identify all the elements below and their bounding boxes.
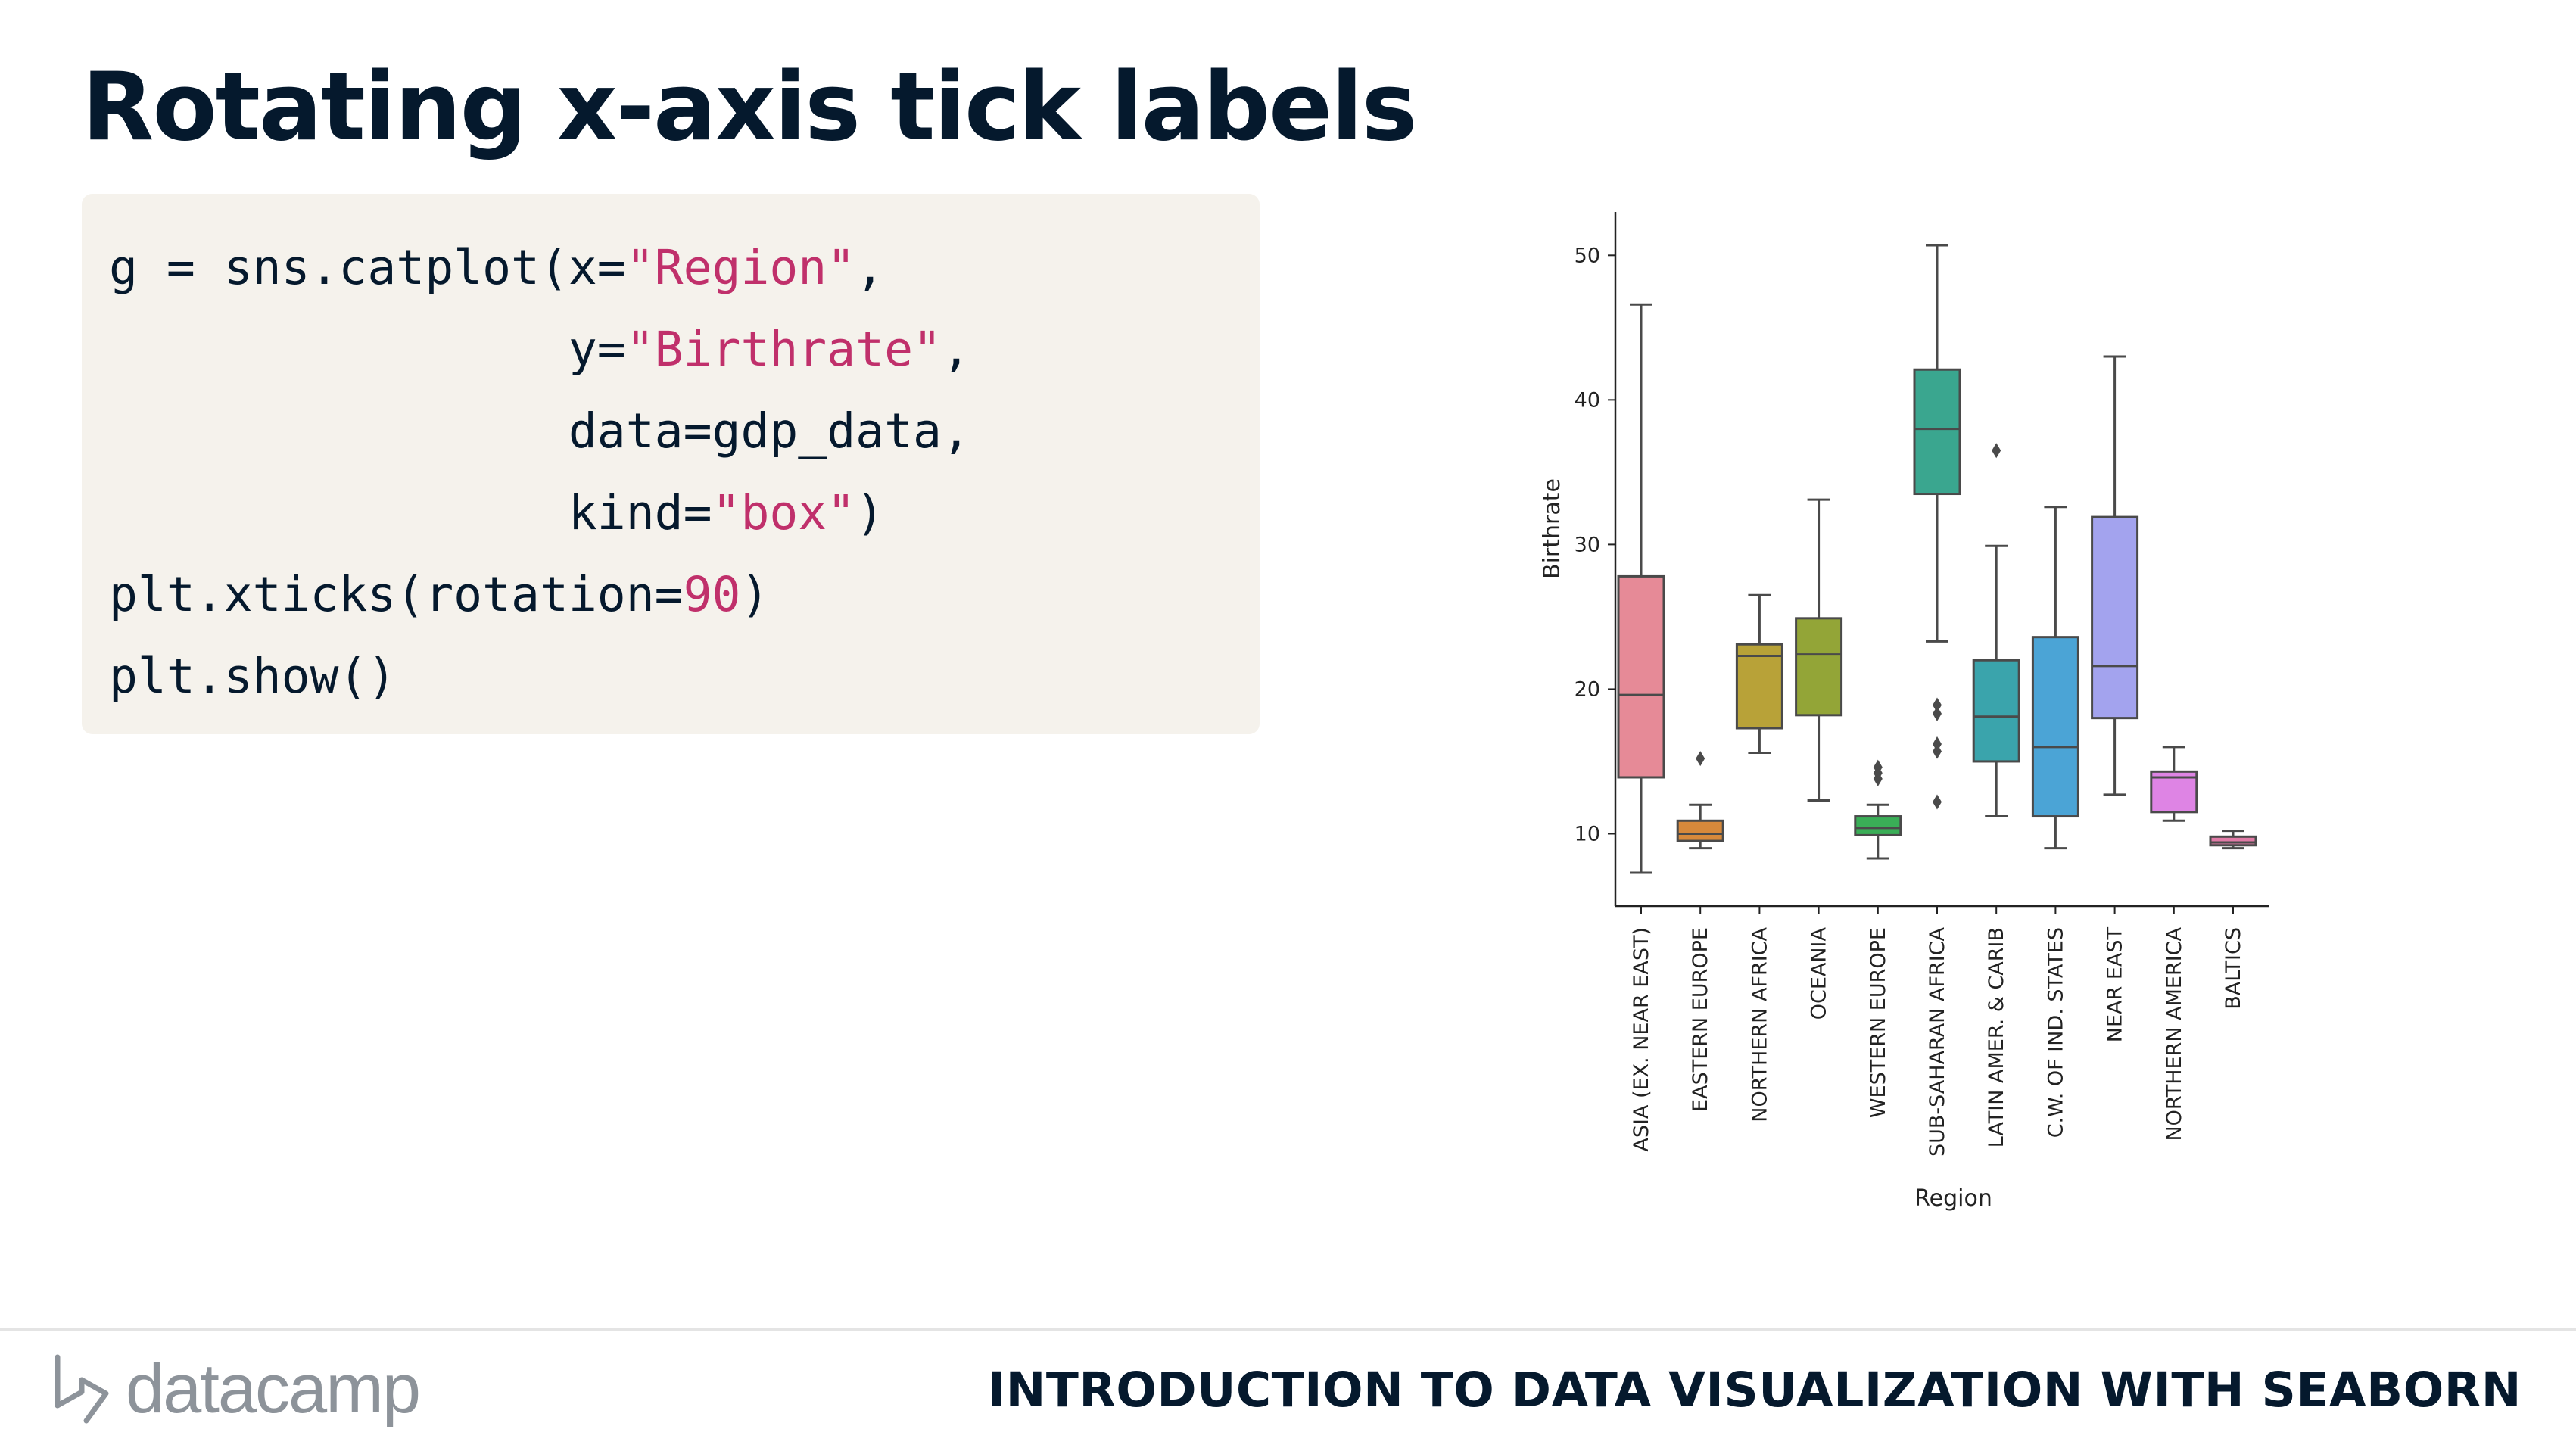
- outlier-point: [1696, 751, 1705, 767]
- x-tick-label: BALTICS: [2222, 927, 2245, 1010]
- x-tick-label: OCEANIA: [1808, 926, 1831, 1020]
- x-tick-label: EASTERN EUROPE: [1689, 927, 1712, 1112]
- y-axis-label: Birthrate: [1539, 478, 1565, 579]
- code-text: data=gdp_data,: [109, 403, 970, 459]
- box-iqr: [1735, 643, 1783, 730]
- code-line: plt.show(): [109, 636, 1260, 718]
- y-tick-label: 20: [1575, 677, 1600, 701]
- outlier-point: [1992, 443, 2001, 459]
- code-string: "Region": [625, 240, 856, 295]
- x-tick-label: SUB-SAHARAN AFRICA: [1926, 926, 1949, 1157]
- outlier-point: [1933, 705, 1942, 721]
- datacamp-logo: datacamp: [51, 1347, 421, 1431]
- code-text: kind=: [109, 485, 712, 540]
- x-tick-label: C.W. OF IND. STATES: [2044, 927, 2067, 1138]
- box-iqr: [1854, 815, 1902, 836]
- code-text: ,: [855, 240, 885, 295]
- code-line: g = sns.catplot(x="Region",: [109, 227, 1260, 309]
- boxplot-svg: 10 20 30 40 50 ASIA (EX. NEAR EAST) EASTERN EU…: [1539, 212, 2269, 1212]
- code-line: data=gdp_data,: [109, 391, 1260, 472]
- box-iqr: [2209, 835, 2257, 847]
- y-tick-label: 40: [1575, 388, 1600, 412]
- box-iqr: [1676, 819, 1724, 842]
- course-title: INTRODUCTION TO DATA VISUALIZATION WITH …: [987, 1362, 2521, 1418]
- x-tick-label: NORTHERN AFRICA: [1748, 926, 1771, 1122]
- code-text: plt.xticks(rotation=: [109, 567, 684, 622]
- logo-text: datacamp: [126, 1350, 421, 1428]
- y-tick-label: 10: [1575, 822, 1600, 845]
- box-iqr: [2031, 636, 2079, 818]
- code-text: ): [740, 567, 770, 622]
- code-text: plt.show(): [109, 649, 397, 704]
- x-tick-label: ASIA (EX. NEAR EAST): [1630, 927, 1653, 1152]
- outlier-point: [1933, 736, 1942, 752]
- box-iqr: [1795, 617, 1843, 717]
- code-text: g = sns.catplot(x=: [109, 240, 626, 295]
- code-text: ,: [941, 322, 970, 377]
- code-text: y=: [109, 322, 626, 377]
- box-iqr: [1972, 659, 2020, 763]
- code-line: kind="box"): [109, 472, 1260, 554]
- box-iqr: [2091, 515, 2139, 720]
- code-text: ): [855, 485, 885, 540]
- outlier-point: [1873, 759, 1883, 775]
- boxplot-chart: 10 20 30 40 50 ASIA (EX. NEAR EAST) EASTERN EU…: [1514, 189, 2301, 1234]
- y-tick-label: 30: [1575, 533, 1600, 556]
- slide-title: Rotating x-axis tick labels: [82, 53, 1417, 162]
- x-tick-label: WESTERN EUROPE: [1867, 927, 1890, 1118]
- code-string: "box": [712, 485, 856, 540]
- code-block: g = sns.catplot(x="Region", y="Birthrate…: [82, 194, 1260, 734]
- code-string: "Birthrate": [625, 322, 942, 377]
- x-tick-label: NORTHERN AMERICA: [2163, 926, 2186, 1141]
- box-iqr: [1913, 368, 1961, 496]
- x-tick-label: LATIN AMER. & CARIB: [1985, 927, 2008, 1147]
- footer-divider: [0, 1328, 2576, 1331]
- x-axis-label: Region: [1914, 1185, 1992, 1212]
- datacamp-logo-icon: [55, 1354, 109, 1424]
- x-tick-label: NEAR EAST: [2104, 926, 2127, 1042]
- code-number: 90: [683, 567, 741, 622]
- code-line: plt.xticks(rotation=90): [109, 554, 1260, 636]
- box-iqr: [1617, 574, 1665, 779]
- code-line: y="Birthrate",: [109, 309, 1260, 391]
- outlier-point: [1933, 794, 1942, 810]
- y-tick-label: 50: [1575, 244, 1600, 267]
- outlier-point: [1933, 697, 1942, 713]
